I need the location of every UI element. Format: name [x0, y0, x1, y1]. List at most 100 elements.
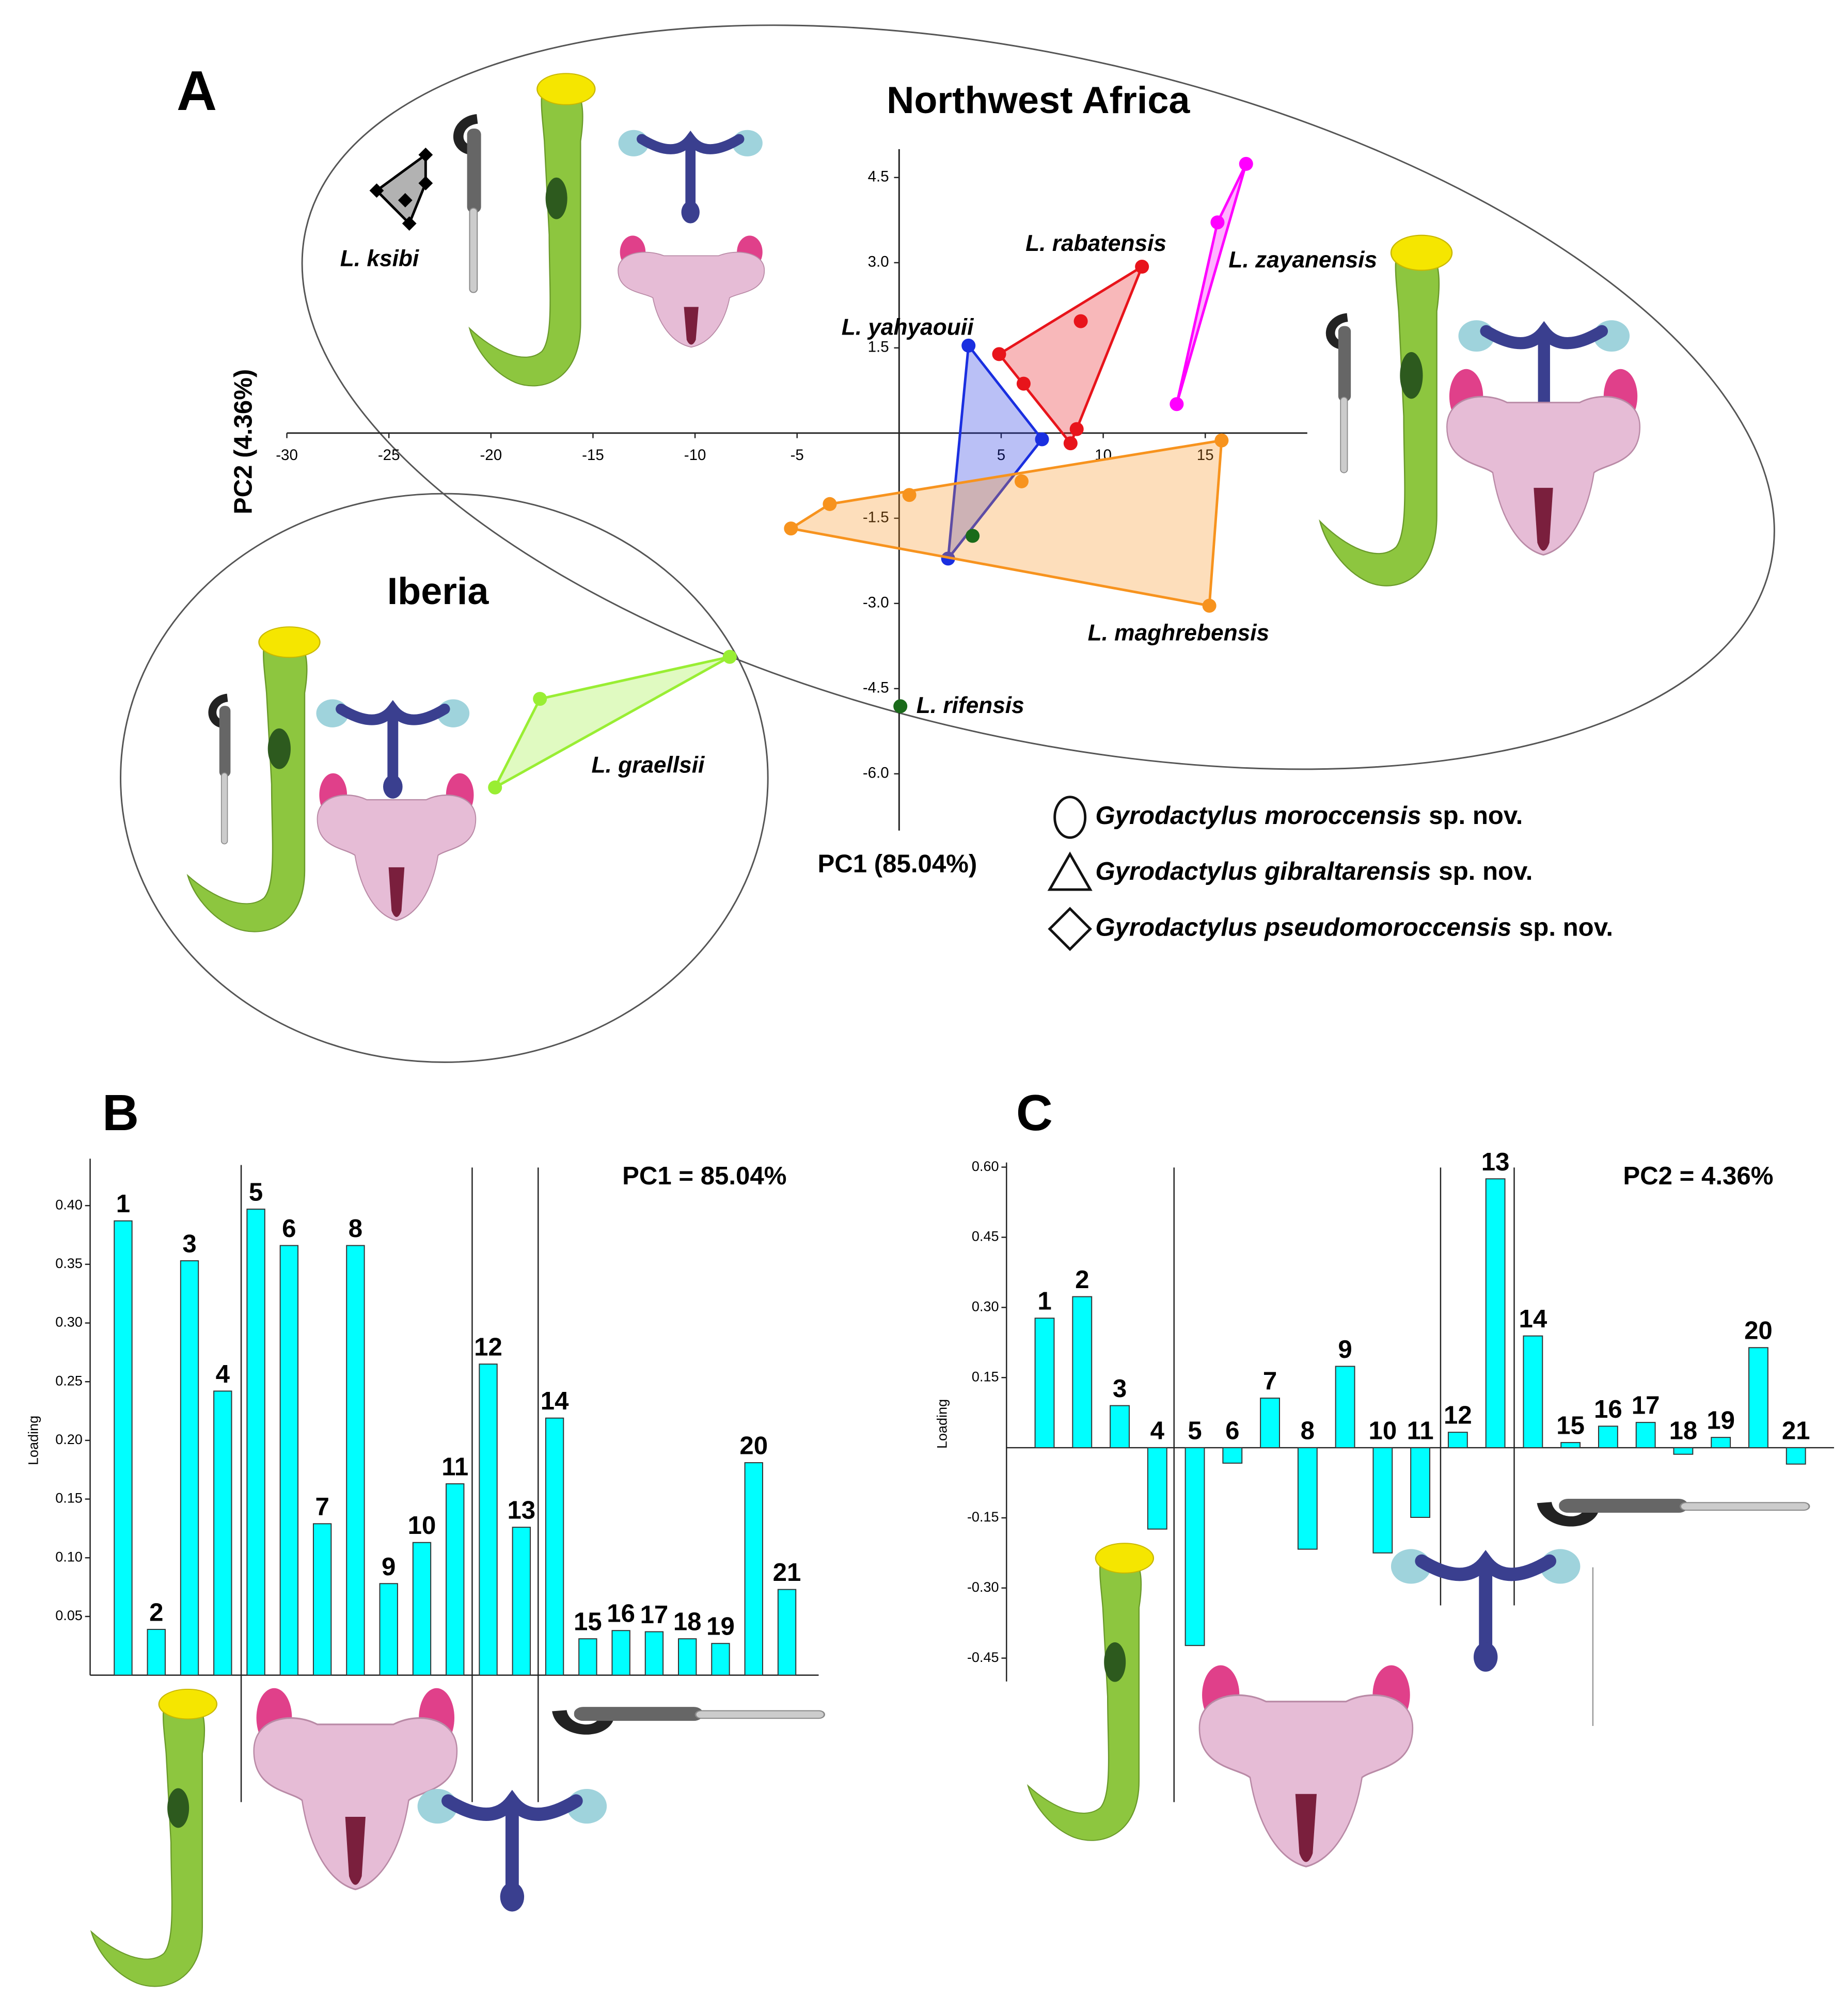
- y-tick-label: 0.45: [972, 1229, 999, 1244]
- point: [992, 347, 1006, 361]
- point: [1014, 474, 1029, 488]
- bar: [611, 1630, 630, 1676]
- y-tick-label: 1.5: [868, 339, 889, 356]
- bar-label: 11: [1407, 1417, 1434, 1445]
- point: [823, 497, 837, 511]
- legend-suffix: sp. nov.: [1439, 857, 1533, 885]
- bar-label: 3: [1113, 1374, 1127, 1403]
- bar: [1222, 1447, 1243, 1464]
- point: [398, 193, 413, 208]
- hull: [492, 655, 731, 791]
- bar: [1560, 1442, 1581, 1449]
- bar: [246, 1208, 265, 1676]
- y-tick-label: 0.30: [55, 1314, 83, 1330]
- dorsal-bar: [418, 1789, 607, 1911]
- bar-label: 18: [1669, 1417, 1698, 1445]
- point: [722, 649, 737, 664]
- marginal-hook: [212, 698, 230, 844]
- bar-label: 15: [574, 1608, 602, 1636]
- point: [1016, 376, 1031, 391]
- panel-label: C: [1016, 1084, 1053, 1141]
- y-tick-label: 0.25: [55, 1373, 83, 1388]
- bar: [777, 1589, 797, 1676]
- point: [369, 183, 384, 198]
- legend-entry: Gyrodactylus gibraltarensis sp. nov.: [1095, 857, 1533, 885]
- bar: [379, 1583, 398, 1676]
- point: [1135, 259, 1149, 274]
- y-tick-label: -3.0: [863, 594, 889, 611]
- bar: [1260, 1398, 1280, 1449]
- point: [1214, 433, 1229, 448]
- marginal-hook: [459, 119, 481, 292]
- legend-species: Gyrodactylus moroccensis: [1095, 801, 1421, 830]
- bar: [1635, 1422, 1656, 1449]
- marginal-hook: [1331, 318, 1351, 473]
- y-tick-label: 0.10: [55, 1549, 83, 1564]
- y-tick-label: 0.40: [55, 1197, 83, 1212]
- bar-label: 7: [315, 1493, 329, 1521]
- bar-label: 1: [1037, 1287, 1051, 1316]
- marginal-hook: [1544, 1499, 1809, 1521]
- bar-label: 4: [216, 1360, 230, 1388]
- bar: [1034, 1318, 1055, 1449]
- y-axis-title: Loading: [935, 1399, 950, 1449]
- hamulus: [187, 626, 321, 932]
- point: [533, 692, 547, 706]
- bar-label: 21: [1782, 1417, 1810, 1445]
- bar-label: 20: [739, 1432, 768, 1460]
- series-label: L. ksibi: [340, 246, 420, 272]
- bar-label: 15: [1556, 1412, 1585, 1440]
- x-tick-label: -10: [684, 447, 706, 464]
- y-tick-label: -0.30: [967, 1579, 999, 1595]
- bar: [512, 1527, 531, 1676]
- bar-label: 2: [149, 1598, 163, 1626]
- point: [1073, 314, 1088, 328]
- dorsal-bar: [619, 130, 763, 224]
- bar: [279, 1245, 299, 1676]
- bar-label: 1: [116, 1190, 130, 1218]
- series-label: L. graellsii: [591, 752, 705, 778]
- bar-label: 10: [408, 1511, 436, 1540]
- legend-species: Gyrodactylus gibraltarensis: [1095, 857, 1431, 885]
- region-outline: [120, 493, 769, 1063]
- bar-label: 19: [1707, 1406, 1735, 1435]
- bar-label: 19: [706, 1612, 735, 1641]
- y-tick-label: 0.20: [55, 1432, 83, 1447]
- bar-label: 10: [1368, 1417, 1397, 1445]
- bar-label: 11: [441, 1453, 468, 1481]
- y-axis-title: Loading: [26, 1416, 41, 1465]
- point: [1170, 397, 1184, 411]
- point: [966, 529, 980, 543]
- legend-entry: Gyrodactylus moroccensis sp. nov.: [1095, 801, 1523, 830]
- bar-label: 8: [1301, 1417, 1315, 1445]
- bar: [1447, 1432, 1468, 1449]
- bar-label: 12: [474, 1333, 502, 1361]
- point: [893, 699, 908, 714]
- series-label: L. rifensis: [917, 693, 1024, 718]
- hull: [1175, 163, 1247, 405]
- x-tick-label: -15: [582, 447, 604, 464]
- y-tick-label: 0.15: [972, 1369, 999, 1384]
- bar: [346, 1245, 365, 1676]
- ventral-bar: [1198, 1664, 1414, 1867]
- panel-label: B: [102, 1084, 139, 1141]
- x-tick-label: -25: [378, 447, 400, 464]
- hamulus: [1319, 234, 1453, 587]
- bar-label: 5: [1188, 1417, 1202, 1445]
- hamulus: [1027, 1543, 1155, 1841]
- y-tick-label: -6.0: [863, 765, 889, 782]
- region-outline: [301, 24, 1775, 770]
- bar: [1410, 1447, 1431, 1518]
- x-tick-label: 5: [997, 447, 1005, 464]
- annotation: PC2 = 4.36%: [1623, 1162, 1773, 1190]
- y-tick-label: 0.35: [55, 1256, 83, 1271]
- series-label: L. zayanensis: [1228, 247, 1377, 273]
- marginal-hook: [559, 1707, 824, 1730]
- bar-label: 13: [1481, 1148, 1510, 1176]
- dorsal-bar: [1391, 1549, 1580, 1671]
- bar: [1786, 1447, 1806, 1465]
- bar-label: 6: [282, 1214, 296, 1243]
- region-label-box: Northwest Africa: [887, 80, 1190, 122]
